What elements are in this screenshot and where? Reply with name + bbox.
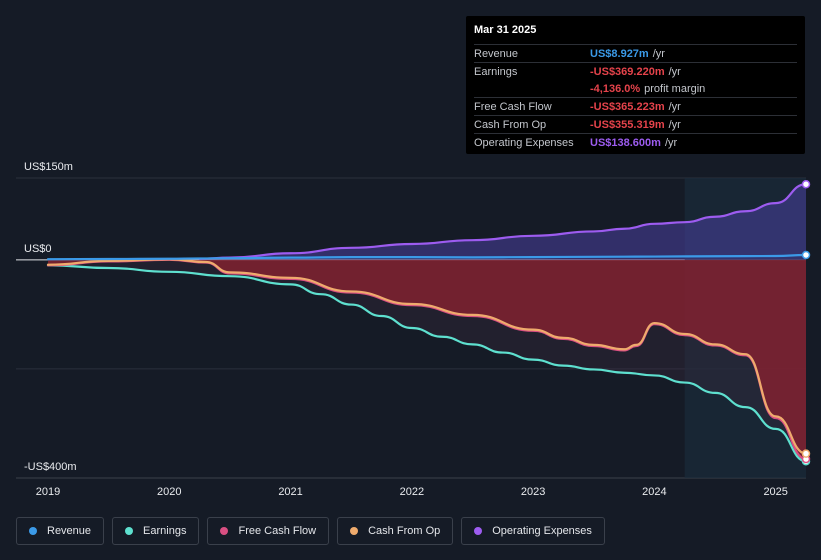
- chart-legend: Revenue Earnings Free Cash Flow Cash From O…: [16, 517, 605, 545]
- tooltip-row-value: US$8.927m: [590, 47, 649, 60]
- tooltip-row-unit: /yr: [668, 65, 681, 78]
- endpoint-cash-from-op: [801, 449, 811, 458]
- legend-label: Free Cash Flow: [238, 525, 317, 537]
- x-tick-label: 2019: [36, 486, 60, 498]
- chart-canvas: US$150m US$0 -US$400m 2019 2020 2021 2022 2023…: [16, 161, 811, 498]
- area-operating-expenses: [199, 184, 807, 260]
- series-areas: [48, 184, 807, 462]
- tooltip-row-label: Earnings: [474, 65, 518, 78]
- legend-label: Earnings: [143, 525, 187, 537]
- y-axis-labels: US$150m US$0 -US$400m: [24, 161, 77, 473]
- tooltip-row: Operating Expenses US$138.600m/yr: [474, 133, 797, 151]
- endpoint-revenue: [801, 250, 811, 260]
- tooltip-row: Free Cash Flow -US$365.223m/yr: [474, 97, 797, 115]
- x-tick-label: 2025: [763, 486, 787, 498]
- tooltip-row-unit: /yr: [668, 118, 681, 131]
- tooltip-row-value: -US$365.223m: [590, 100, 665, 113]
- legend-item-earnings[interactable]: Earnings: [112, 517, 200, 545]
- y-axis-label: -US$400m: [24, 461, 77, 473]
- tooltip-row-label: Revenue: [474, 47, 519, 60]
- legend-dot-icon: [220, 527, 229, 535]
- tooltip-row: Revenue US$8.927m/yr: [474, 44, 797, 62]
- legend-label: Revenue: [47, 525, 92, 537]
- tooltip-row-label: Operating Expenses: [474, 136, 574, 149]
- legend-item-cash-from-op[interactable]: Cash From Op: [337, 517, 454, 545]
- series-line-revenue[interactable]: [46, 253, 808, 261]
- tooltip-row: Earnings -US$369.220m/yr: [474, 62, 797, 80]
- legend-item-free-cash-flow[interactable]: Free Cash Flow: [207, 517, 330, 545]
- legend-item-revenue[interactable]: Revenue: [16, 517, 105, 545]
- tooltip-row-unit: /yr: [668, 100, 681, 113]
- tooltip-rows: Revenue US$8.927m/yr Earnings -US$369.220m /…: [474, 44, 797, 151]
- x-tick-label: 2024: [642, 486, 666, 498]
- series-line-cash-from-op[interactable]: [46, 258, 808, 455]
- x-axis-labels: 2019 2020 2021 2022 2023 2024 2025: [36, 486, 788, 498]
- tooltip-date: Mar 31 2025: [474, 24, 537, 36]
- y-axis-label: US$0: [24, 243, 52, 255]
- series-lines: [46, 183, 808, 463]
- tooltip-row-label: Cash From Op: [474, 118, 547, 131]
- y-axis-label: US$150m: [24, 161, 73, 173]
- tooltip-row: Cash From Op -US$355.319m/yr: [474, 115, 797, 133]
- tooltip-row-unit: profit margin: [644, 82, 706, 95]
- tooltip-row-value: -US$369.220m: [590, 65, 665, 78]
- legend-item-operating-expenses[interactable]: Operating Expenses: [461, 517, 605, 545]
- series-line-earnings[interactable]: [46, 264, 808, 463]
- x-tick-label: 2021: [278, 486, 302, 498]
- area-free-cash-flow: [48, 259, 806, 460]
- tooltip-row-value: -US$355.319m: [590, 118, 665, 131]
- legend-dot-icon: [474, 527, 483, 535]
- legend-dot-icon: [29, 527, 37, 535]
- tooltip-row-value: US$138.600m: [590, 136, 661, 149]
- tooltip-row-label: Free Cash Flow: [474, 100, 552, 113]
- x-tick-label: 2020: [157, 486, 181, 498]
- tooltip-row: -4,136.0% profit margin: [474, 80, 797, 97]
- tooltip-row-unit: /yr: [652, 47, 665, 60]
- tooltip-row-unit: /yr: [664, 136, 678, 149]
- legend-label: Cash From Op: [368, 525, 441, 537]
- legend-label: Operating Expenses: [492, 525, 592, 537]
- series-endpoints: [801, 179, 811, 466]
- tooltip-row-value: -4,136.0%: [590, 82, 641, 95]
- legend-dot-icon: [350, 527, 359, 535]
- x-tick-label: 2022: [400, 486, 424, 498]
- series-line-operating-expenses[interactable]: [198, 183, 808, 260]
- endpoint-operating-expenses: [801, 179, 811, 189]
- x-tick-label: 2023: [521, 486, 545, 498]
- tooltip-panel: Mar 31 2025 Revenue US$8.927m/yr Earnings -…: [466, 16, 805, 154]
- legend-dot-icon: [125, 527, 134, 535]
